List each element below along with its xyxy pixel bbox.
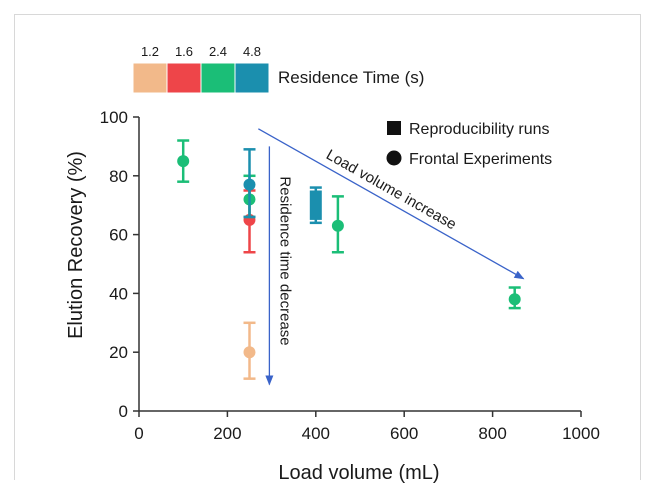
legend-marker-square [387, 121, 401, 135]
x-tick-label: 600 [390, 424, 418, 443]
colorbar-tick-label: 4.8 [243, 44, 261, 59]
y-tick-label: 60 [109, 226, 128, 245]
colorbar-cell [166, 62, 202, 94]
colorbar: 1.2 1.6 2.4 4.8 Residence Time (s) [132, 44, 424, 94]
colorbar-tick-label: 1.2 [141, 44, 159, 59]
colorbar-cell [234, 62, 270, 94]
legend-label-reproducibility: Reproducibility runs [409, 121, 550, 138]
y-tick-label: 40 [109, 284, 128, 303]
x-tick-label: 1000 [562, 424, 600, 443]
x-tick-label: 0 [134, 424, 143, 443]
axes: 0 200 400 600 800 1000 0 20 40 60 80 100 Load volu… [65, 108, 600, 484]
x-axis-label: Load volume (mL) [278, 462, 439, 484]
annotation-label: Residence time decrease [276, 176, 293, 345]
data-point-square [309, 190, 322, 220]
y-tick-label: 100 [100, 108, 128, 127]
x-tick-label: 200 [213, 424, 241, 443]
y-tick-label: 20 [109, 343, 128, 362]
data-point-circle [508, 293, 521, 306]
colorbar-title: Residence Time (s) [278, 68, 424, 87]
data-point-circle [243, 346, 256, 359]
y-tick-label: 80 [109, 167, 128, 186]
x-tick-label: 800 [478, 424, 506, 443]
legend-marker-circle [386, 150, 402, 166]
annotation-arrow [258, 128, 525, 280]
colorbar-tick-label: 2.4 [209, 44, 227, 59]
data-point-circle [243, 178, 256, 191]
data-point-circle [177, 155, 190, 168]
y-tick-label: 0 [119, 402, 128, 421]
data-point-circle [331, 219, 344, 232]
x-tick-label: 400 [302, 424, 330, 443]
y-axis-label: Elution Recovery (%) [65, 151, 87, 339]
legend: Reproducibility runs Frontal Experiments [386, 121, 552, 168]
figure-frame [14, 14, 641, 480]
colorbar-cell [200, 62, 236, 94]
data-points [177, 139, 521, 380]
legend-label-frontal: Frontal Experiments [409, 151, 552, 168]
colorbar-cell [132, 62, 168, 94]
colorbar-tick-label: 1.6 [175, 44, 193, 59]
